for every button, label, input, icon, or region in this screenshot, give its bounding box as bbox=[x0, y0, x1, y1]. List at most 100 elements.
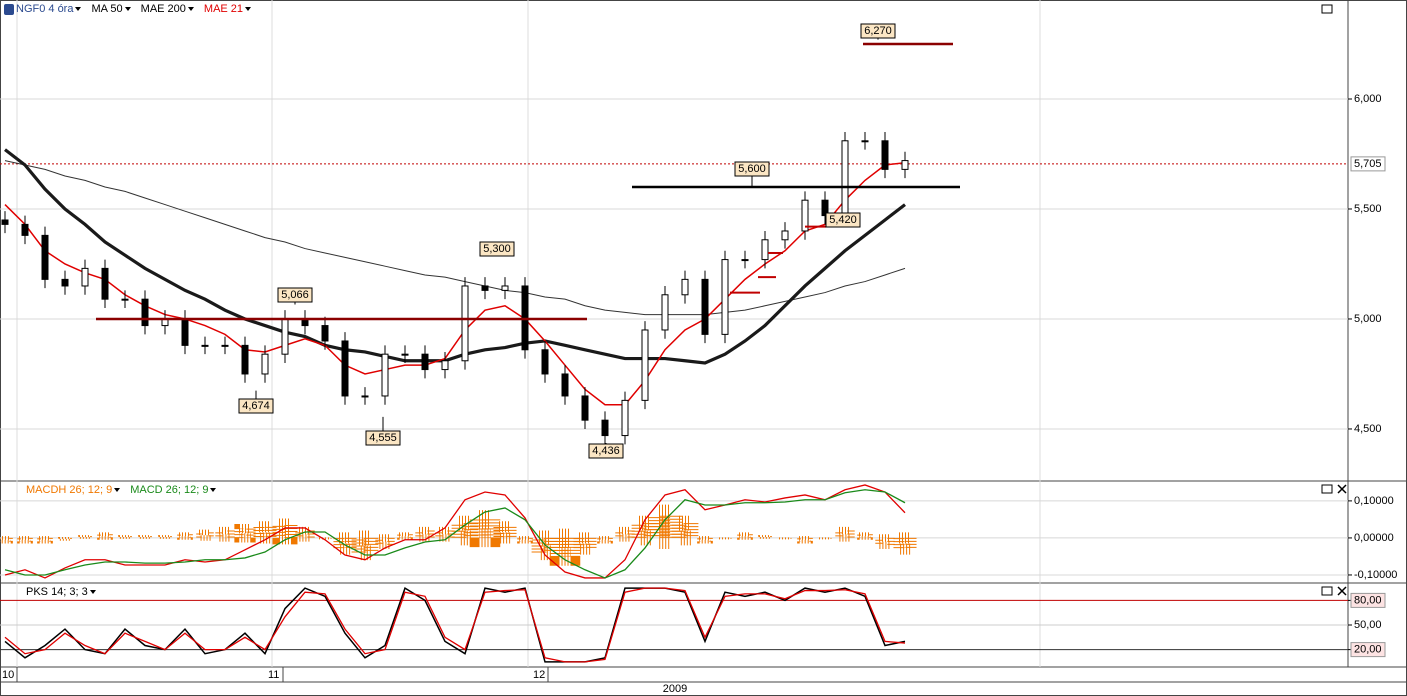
y-tick-label: 4,500 bbox=[1354, 423, 1382, 435]
y-tick-label: -0,10000 bbox=[1354, 569, 1397, 581]
histogram-bar bbox=[351, 530, 379, 561]
candle-body bbox=[761, 239, 769, 261]
candle-body bbox=[781, 230, 789, 241]
histogram-bar bbox=[397, 532, 413, 540]
macd-line bbox=[4, 489, 906, 579]
close-button[interactable] bbox=[1337, 484, 1347, 494]
candle-body bbox=[21, 223, 29, 236]
y-tick-label: 0,00000 bbox=[1354, 532, 1394, 544]
y-tick-label: 5,500 bbox=[1354, 203, 1382, 215]
time-label: 12 bbox=[533, 669, 545, 681]
annotation-label: 5,600 bbox=[738, 163, 766, 175]
year-label: 2009 bbox=[663, 683, 687, 695]
candle-body bbox=[641, 329, 649, 401]
candle-body bbox=[381, 353, 389, 397]
histogram-bar bbox=[78, 535, 92, 539]
signal-line bbox=[4, 484, 906, 579]
annotation-box bbox=[479, 241, 515, 257]
histogram-bar bbox=[97, 532, 113, 540]
histogram-bar bbox=[647, 504, 683, 550]
mae200-line bbox=[4, 160, 906, 316]
annotation-box bbox=[588, 443, 624, 459]
histogram-bar bbox=[318, 537, 332, 540]
legend-symbol: NGF0 4 óra bbox=[4, 3, 81, 15]
stoch-legend: PKS 14; 3; 3 bbox=[26, 586, 96, 598]
y-tick-label: 5,000 bbox=[1354, 313, 1382, 325]
close-button[interactable] bbox=[1337, 586, 1347, 596]
tick-box bbox=[1350, 642, 1386, 658]
candle-body bbox=[681, 278, 689, 296]
y-tick-label: 6,000 bbox=[1354, 93, 1382, 105]
candle-body bbox=[821, 199, 829, 217]
annotation-label: 4,674 bbox=[242, 400, 270, 412]
candle-body bbox=[601, 419, 609, 437]
maximize-button[interactable] bbox=[1321, 586, 1333, 596]
candle-body bbox=[801, 199, 809, 232]
annotation-label: 5,420 bbox=[829, 214, 857, 226]
histogram-bar bbox=[215, 526, 235, 542]
y-tick-label: 50,00 bbox=[1354, 619, 1382, 631]
macd-legend: MACDH 26; 12; 9 MACD 26; 12; 9 bbox=[26, 484, 216, 496]
annotation-label: 4,436 bbox=[592, 445, 620, 457]
histogram-bar bbox=[835, 526, 855, 542]
histogram-bar bbox=[671, 515, 699, 546]
candle-body bbox=[881, 140, 889, 170]
y-tick-label: 20,00 bbox=[1354, 644, 1382, 656]
histogram-bar bbox=[177, 532, 193, 540]
candle-body bbox=[241, 344, 249, 375]
histogram-bar bbox=[718, 537, 732, 540]
annotation-box bbox=[238, 398, 274, 414]
maximize-button[interactable] bbox=[1321, 4, 1333, 14]
annotation-box bbox=[825, 212, 861, 228]
time-label: 11 bbox=[268, 669, 279, 681]
histogram-bar bbox=[138, 535, 152, 539]
legend-item[interactable]: PKS 14; 3; 3 bbox=[26, 586, 96, 598]
candle-body bbox=[541, 349, 549, 375]
legend-item[interactable]: MACD 26; 12; 9 bbox=[130, 484, 216, 496]
candle-body bbox=[741, 259, 749, 262]
mae21-line bbox=[4, 162, 906, 406]
histogram-bar bbox=[875, 534, 895, 550]
histogram-bar bbox=[272, 518, 298, 545]
histogram-bar bbox=[469, 510, 501, 548]
histogram-bar bbox=[597, 536, 613, 544]
histogram-bar bbox=[517, 536, 533, 544]
candle-body bbox=[401, 353, 409, 356]
tick-box bbox=[1350, 592, 1386, 608]
annotation-label: 5,066 bbox=[281, 289, 309, 301]
candle-body bbox=[141, 298, 149, 327]
histogram-bar bbox=[573, 532, 597, 555]
candle-body bbox=[121, 298, 129, 301]
candle-body bbox=[561, 373, 569, 397]
legend-item[interactable]: MAE 200 bbox=[141, 3, 194, 15]
legend-item[interactable]: MAE 21 bbox=[204, 3, 251, 15]
legend-item[interactable]: NGF0 4 óra bbox=[16, 3, 81, 15]
candle-body bbox=[321, 325, 329, 342]
annotation-box bbox=[277, 287, 313, 303]
candle-body bbox=[441, 360, 449, 371]
candle-body bbox=[861, 140, 869, 143]
candle-body bbox=[701, 278, 709, 335]
candle-body bbox=[621, 399, 629, 437]
histogram-bar bbox=[758, 535, 772, 539]
legend-item[interactable]: MACDH 26; 12; 9 bbox=[26, 484, 120, 496]
histogram-bar bbox=[415, 526, 435, 542]
histogram-bar bbox=[615, 526, 635, 542]
candle-body bbox=[221, 344, 229, 347]
candle-body bbox=[281, 318, 289, 355]
annotation-box bbox=[860, 23, 896, 39]
annotation-box bbox=[734, 161, 770, 177]
histogram-bar bbox=[818, 537, 832, 540]
histogram-bar bbox=[697, 536, 713, 544]
histogram-bar bbox=[549, 528, 581, 566]
candle-body bbox=[421, 353, 429, 371]
histogram-bar bbox=[493, 521, 517, 544]
histogram-bar bbox=[234, 524, 256, 543]
candle-body bbox=[261, 353, 269, 375]
legend-item[interactable]: MA 50 bbox=[91, 3, 130, 15]
candle-body bbox=[841, 140, 849, 217]
candle-body bbox=[101, 267, 109, 300]
maximize-button[interactable] bbox=[1321, 484, 1333, 494]
histogram-bar bbox=[58, 536, 72, 541]
